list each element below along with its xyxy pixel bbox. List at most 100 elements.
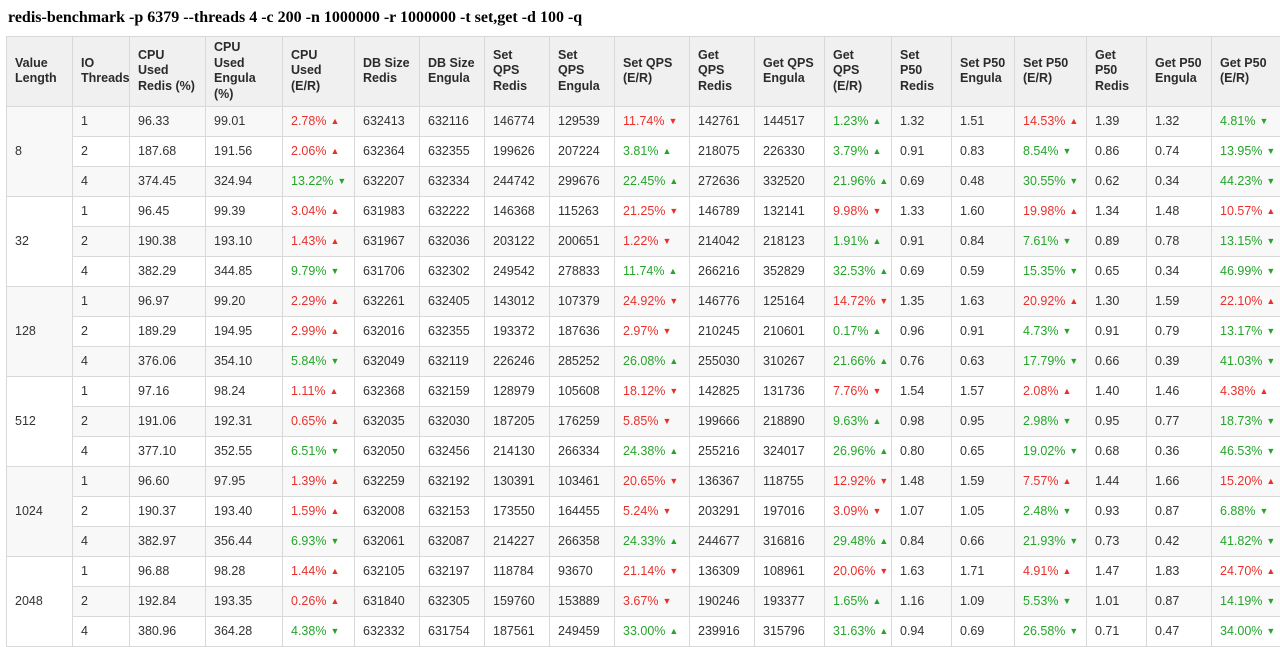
er-value: 10.57%▲	[1220, 204, 1275, 218]
er-cell: 18.73%▼	[1212, 406, 1280, 436]
er-cell: 2.08%▲	[1015, 376, 1087, 406]
column-header: IO Threads	[73, 37, 130, 107]
arrow-down-icon: ▼	[669, 566, 678, 576]
table-cell: 0.98	[892, 406, 952, 436]
table-cell: 0.87	[1147, 496, 1212, 526]
table-cell: 255030	[690, 346, 755, 376]
er-value: 0.26%▲	[291, 594, 339, 608]
column-header: Set P50 Engula	[952, 37, 1015, 107]
table-cell: 316816	[755, 526, 825, 556]
arrow-down-icon: ▼	[1266, 146, 1275, 156]
arrow-up-icon: ▲	[872, 236, 881, 246]
er-value: 11.74%▼	[623, 114, 677, 128]
er-value: 8.54%▼	[1023, 144, 1071, 158]
er-cell: 13.15%▼	[1212, 226, 1280, 256]
er-cell: 0.17%▲	[825, 316, 892, 346]
table-cell: 0.62	[1087, 166, 1147, 196]
table-cell: 249542	[485, 256, 550, 286]
table-cell: 107379	[550, 286, 615, 316]
table-cell: 0.95	[952, 406, 1015, 436]
table-cell: 632405	[420, 286, 485, 316]
er-cell: 46.53%▼	[1212, 436, 1280, 466]
arrow-up-icon: ▲	[330, 206, 339, 216]
er-value: 33.00%▲	[623, 624, 678, 638]
er-value: 1.22%▼	[623, 234, 671, 248]
arrow-up-icon: ▲	[1062, 476, 1071, 486]
arrow-down-icon: ▼	[1266, 596, 1275, 606]
table-cell: 1.32	[1147, 106, 1212, 136]
er-value: 2.97%▼	[623, 324, 671, 338]
er-cell: 4.91%▲	[1015, 556, 1087, 586]
column-header: Set QPS Engula	[550, 37, 615, 107]
table-cell: 632153	[420, 496, 485, 526]
er-cell: 6.51%▼	[283, 436, 355, 466]
table-cell: 99.01	[206, 106, 283, 136]
table-cell: 1	[73, 106, 130, 136]
table-cell: 146774	[485, 106, 550, 136]
table-cell: 382.29	[130, 256, 206, 286]
table-cell: 187636	[550, 316, 615, 346]
arrow-up-icon: ▲	[872, 146, 881, 156]
table-cell: 103461	[550, 466, 615, 496]
er-cell: 24.92%▼	[615, 286, 690, 316]
column-header: Value Length	[7, 37, 73, 107]
table-cell: 99.39	[206, 196, 283, 226]
er-value: 1.43%▲	[291, 234, 339, 248]
er-cell: 24.33%▲	[615, 526, 690, 556]
er-value: 24.33%▲	[623, 534, 678, 548]
er-cell: 4.38%▲	[1212, 376, 1280, 406]
arrow-up-icon: ▲	[1069, 206, 1078, 216]
er-cell: 9.79%▼	[283, 256, 355, 286]
er-cell: 7.76%▼	[825, 376, 892, 406]
arrow-down-icon: ▼	[330, 626, 339, 636]
er-value: 2.08%▲	[1023, 384, 1071, 398]
table-cell: 129539	[550, 106, 615, 136]
er-value: 26.08%▲	[623, 354, 678, 368]
er-value: 26.96%▲	[833, 444, 888, 458]
er-value: 3.67%▼	[623, 594, 671, 608]
table-cell: 632030	[420, 406, 485, 436]
table-cell: 0.84	[952, 226, 1015, 256]
table-cell: 2	[73, 316, 130, 346]
er-value: 32.53%▲	[833, 264, 888, 278]
er-cell: 30.55%▼	[1015, 166, 1087, 196]
er-value: 22.45%▲	[623, 174, 678, 188]
arrow-up-icon: ▲	[330, 326, 339, 336]
er-value: 12.92%▼	[833, 474, 888, 488]
table-cell: 1	[73, 556, 130, 586]
table-cell: 1.32	[892, 106, 952, 136]
page-title: redis-benchmark -p 6379 --threads 4 -c 2…	[8, 9, 1274, 27]
er-cell: 34.00%▼	[1212, 616, 1280, 646]
arrow-down-icon: ▼	[669, 296, 678, 306]
arrow-up-icon: ▲	[330, 506, 339, 516]
arrow-down-icon: ▼	[662, 236, 671, 246]
arrow-up-icon: ▲	[872, 596, 881, 606]
table-cell: 226330	[755, 136, 825, 166]
table-cell: 190.37	[130, 496, 206, 526]
er-value: 41.03%▼	[1220, 354, 1275, 368]
er-cell: 0.26%▲	[283, 586, 355, 616]
arrow-down-icon: ▼	[1266, 536, 1275, 546]
table-cell: 96.97	[130, 286, 206, 316]
arrow-up-icon: ▲	[879, 536, 888, 546]
table-cell: 132141	[755, 196, 825, 226]
er-value: 2.06%▲	[291, 144, 339, 158]
table-cell: 0.34	[1147, 166, 1212, 196]
arrow-up-icon: ▲	[879, 176, 888, 186]
table-cell: 632355	[420, 316, 485, 346]
table-cell: 0.69	[952, 616, 1015, 646]
table-cell: 1.09	[952, 586, 1015, 616]
arrow-down-icon: ▼	[1069, 176, 1078, 186]
er-cell: 19.98%▲	[1015, 196, 1087, 226]
er-cell: 2.98%▼	[1015, 406, 1087, 436]
table-cell: 146776	[690, 286, 755, 316]
table-cell: 1.54	[892, 376, 952, 406]
er-value: 20.92%▲	[1023, 294, 1078, 308]
arrow-up-icon: ▲	[1266, 566, 1275, 576]
